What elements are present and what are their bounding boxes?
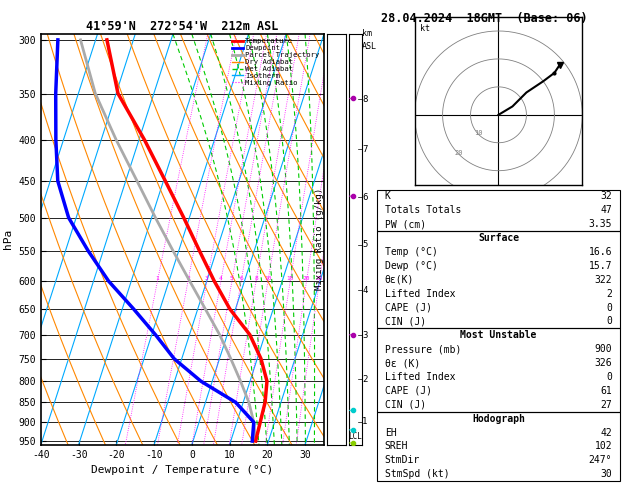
Text: 15.7: 15.7	[589, 261, 612, 271]
Text: 4: 4	[219, 276, 223, 281]
Text: PW (cm): PW (cm)	[385, 219, 426, 229]
Text: CAPE (J): CAPE (J)	[385, 386, 431, 396]
Text: K: K	[385, 191, 391, 202]
Text: Most Unstable: Most Unstable	[460, 330, 537, 340]
Text: Totals Totals: Totals Totals	[385, 206, 461, 215]
Text: 7: 7	[362, 145, 368, 154]
Text: 247°: 247°	[589, 455, 612, 465]
Text: Lifted Index: Lifted Index	[385, 372, 455, 382]
Text: 30: 30	[601, 469, 612, 479]
Text: 20: 20	[303, 276, 310, 281]
Text: 6: 6	[362, 193, 368, 202]
Text: 10: 10	[474, 130, 482, 136]
Text: 1: 1	[362, 417, 368, 426]
Text: 25: 25	[316, 276, 323, 281]
Text: 3: 3	[362, 331, 368, 340]
Text: 4: 4	[362, 286, 368, 295]
Text: 3: 3	[205, 276, 209, 281]
Text: StmDir: StmDir	[385, 455, 420, 465]
Text: 27: 27	[601, 400, 612, 410]
Text: LCL: LCL	[348, 432, 362, 441]
Bar	[377, 231, 620, 329]
Text: 3.35: 3.35	[589, 219, 612, 229]
Text: 2: 2	[606, 289, 612, 299]
Text: 1: 1	[155, 276, 159, 281]
Text: 0: 0	[606, 372, 612, 382]
Text: 10: 10	[264, 276, 272, 281]
Y-axis label: hPa: hPa	[3, 229, 13, 249]
Text: CIN (J): CIN (J)	[385, 400, 426, 410]
Text: 28.04.2024  18GMT  (Base: 06): 28.04.2024 18GMT (Base: 06)	[381, 12, 587, 25]
Text: 61: 61	[601, 386, 612, 396]
Text: 32: 32	[601, 191, 612, 202]
Text: 15: 15	[286, 276, 294, 281]
Text: 0: 0	[606, 303, 612, 312]
Text: 20: 20	[454, 150, 462, 156]
Text: Lifted Index: Lifted Index	[385, 289, 455, 299]
Text: 5: 5	[362, 240, 368, 249]
Text: 2: 2	[186, 276, 190, 281]
Text: Pressure (mb): Pressure (mb)	[385, 344, 461, 354]
Text: 8: 8	[254, 276, 258, 281]
Text: θε (K): θε (K)	[385, 358, 420, 368]
Text: 2: 2	[362, 375, 368, 383]
Text: 326: 326	[594, 358, 612, 368]
Text: θε(K): θε(K)	[385, 275, 414, 285]
Text: km: km	[362, 29, 372, 37]
Text: 900: 900	[594, 344, 612, 354]
Text: 16.6: 16.6	[589, 247, 612, 257]
Text: 42: 42	[601, 428, 612, 437]
Text: ASL: ASL	[362, 42, 377, 52]
Text: 102: 102	[594, 441, 612, 451]
Text: StmSpd (kt): StmSpd (kt)	[385, 469, 449, 479]
Title: 41°59'N  272°54'W  212m ASL: 41°59'N 272°54'W 212m ASL	[86, 20, 279, 33]
Text: kt: kt	[420, 24, 430, 33]
Text: 322: 322	[594, 275, 612, 285]
Legend: Temperature, Dewpoint, Parcel Trajectory, Dry Adiabat, Wet Adiabat, Isotherm, Mi: Temperature, Dewpoint, Parcel Trajectory…	[231, 37, 320, 87]
Text: CAPE (J): CAPE (J)	[385, 303, 431, 312]
Text: SREH: SREH	[385, 441, 408, 451]
Text: EH: EH	[385, 428, 396, 437]
Text: 5: 5	[230, 276, 234, 281]
Text: CIN (J): CIN (J)	[385, 316, 426, 327]
Y-axis label: Mixing Ratio (g/kg): Mixing Ratio (g/kg)	[315, 188, 325, 291]
Text: 47: 47	[601, 206, 612, 215]
Text: Hodograph: Hodograph	[472, 414, 525, 424]
Text: Temp (°C): Temp (°C)	[385, 247, 438, 257]
Bar	[377, 190, 620, 231]
Text: 6: 6	[239, 276, 243, 281]
Text: Dewp (°C): Dewp (°C)	[385, 261, 438, 271]
Bar	[377, 412, 620, 481]
X-axis label: Dewpoint / Temperature (°C): Dewpoint / Temperature (°C)	[91, 465, 274, 475]
Text: Surface: Surface	[478, 233, 519, 243]
Text: 0: 0	[606, 316, 612, 327]
Text: 8: 8	[362, 95, 368, 104]
Bar	[377, 329, 620, 412]
